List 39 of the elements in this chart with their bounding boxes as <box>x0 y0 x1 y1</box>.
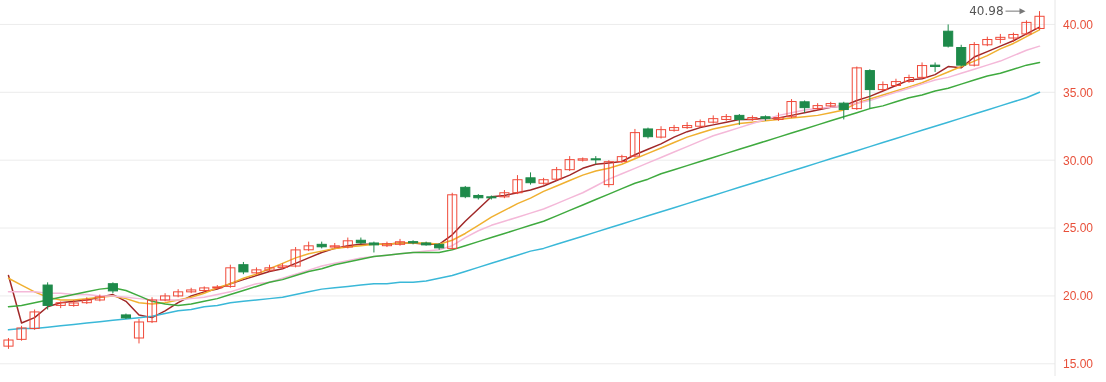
y-tick-label: 40.00 <box>1063 17 1094 32</box>
y-tick-label: 15.00 <box>1063 357 1094 372</box>
candlestick <box>1034 10 1045 31</box>
candlestick <box>616 154 627 164</box>
candlestick <box>146 296 158 324</box>
candlestick <box>969 41 980 68</box>
y-tick-label: 25.00 <box>1063 221 1094 236</box>
candlestick <box>368 241 379 253</box>
y-tick-label: 20.00 <box>1063 289 1094 304</box>
annotation: 40.98 <box>969 4 1004 19</box>
candlestick <box>290 246 301 268</box>
candlestick <box>160 292 171 302</box>
candlestick <box>29 308 40 331</box>
line-series <box>7 91 1041 331</box>
candlestick <box>381 241 393 248</box>
candlestick <box>225 264 236 289</box>
candlestick <box>669 124 680 133</box>
candlestick <box>447 192 458 251</box>
candlestick <box>877 80 888 92</box>
y-tick-label: 30.00 <box>1063 153 1094 168</box>
candlestick <box>903 74 915 84</box>
candlestick <box>603 159 614 188</box>
candlestick <box>133 318 145 344</box>
candlestick <box>394 238 406 247</box>
candlestick <box>408 239 419 245</box>
candlestick <box>916 61 928 80</box>
candlestick <box>956 44 967 68</box>
candlestick <box>786 98 797 119</box>
candlestick <box>629 128 640 158</box>
candlestick <box>890 78 902 88</box>
candlestick <box>864 68 875 110</box>
candlestick <box>655 125 667 139</box>
candlestick <box>42 281 53 310</box>
candlestick <box>682 121 693 130</box>
candlestick <box>851 66 862 111</box>
y-tick-label: 35.00 <box>1063 85 1094 100</box>
candlestick <box>173 288 184 298</box>
candlestick <box>943 23 954 49</box>
candlestick <box>512 174 523 195</box>
